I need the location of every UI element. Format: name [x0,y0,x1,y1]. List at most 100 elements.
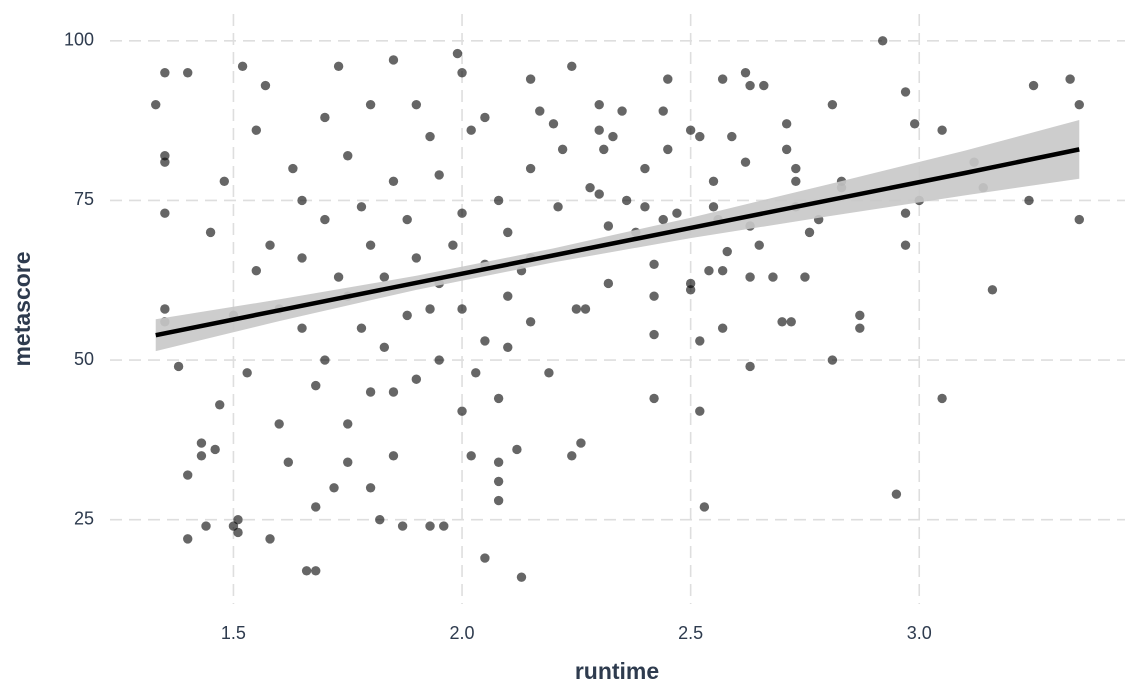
point [333,272,344,282]
point [571,304,582,314]
point [695,131,705,142]
x-axis-title: runtime [575,658,659,684]
point [695,336,705,346]
point [274,419,284,429]
point [215,400,225,410]
point [480,112,490,123]
point [553,202,563,212]
point [594,99,604,110]
point [160,208,170,218]
point [457,304,467,314]
point [685,285,696,295]
point [585,182,595,193]
point [516,572,527,582]
point [233,527,243,538]
point [201,521,211,531]
point [640,202,650,212]
point [397,521,408,531]
point [663,144,673,155]
point [160,68,170,78]
y-tick-label: 25 [74,508,94,528]
point [525,74,536,84]
point [356,202,367,212]
point [219,176,230,186]
point [503,342,513,353]
point [320,355,330,365]
point [685,125,696,135]
y-axis-title: metascore [9,251,35,366]
point [343,457,353,467]
point [1074,99,1084,110]
point [196,451,207,461]
point [900,87,911,97]
point [329,483,339,493]
point [1024,195,1034,206]
point [663,74,673,84]
point [781,119,792,129]
point [891,489,902,499]
point [237,61,248,72]
point [365,483,376,493]
point [708,176,719,186]
point [1065,74,1075,84]
point [320,214,330,225]
point [1074,214,1084,225]
point [855,323,865,333]
point [480,553,490,563]
point [727,131,737,142]
point [343,151,353,161]
point [333,61,344,72]
point [210,444,220,455]
point [183,534,193,544]
confidence-band [155,119,1080,352]
point [855,310,865,321]
trend-line [155,147,1080,338]
point [704,265,714,276]
point [480,336,490,346]
point [768,272,778,282]
point [658,106,668,116]
point [311,566,321,576]
point [311,380,321,391]
point [708,202,719,212]
point [493,195,504,206]
point [388,387,399,397]
point [183,470,193,480]
point [987,285,998,295]
point [365,240,376,250]
point [457,208,467,218]
point [791,176,801,186]
point [411,99,422,110]
point [196,438,207,448]
point [388,55,399,65]
point [457,406,467,416]
point [567,451,577,461]
point [649,259,659,270]
point [608,131,618,142]
point [909,119,920,129]
point [388,451,399,461]
x-tick-label: 3.0 [907,623,932,643]
point [320,112,330,123]
point [356,323,367,333]
point [594,189,604,199]
point [425,131,435,142]
point [900,240,911,250]
point [265,240,275,250]
point [160,304,170,314]
point [452,48,463,59]
point [151,99,161,110]
point [288,163,298,174]
point [804,227,815,238]
point [402,214,412,225]
point [525,317,536,327]
point [425,304,435,314]
point [503,291,513,301]
point [493,495,504,506]
point [580,304,591,314]
point [466,451,476,461]
x-tick-label: 2.5 [678,623,703,643]
point [695,406,705,416]
